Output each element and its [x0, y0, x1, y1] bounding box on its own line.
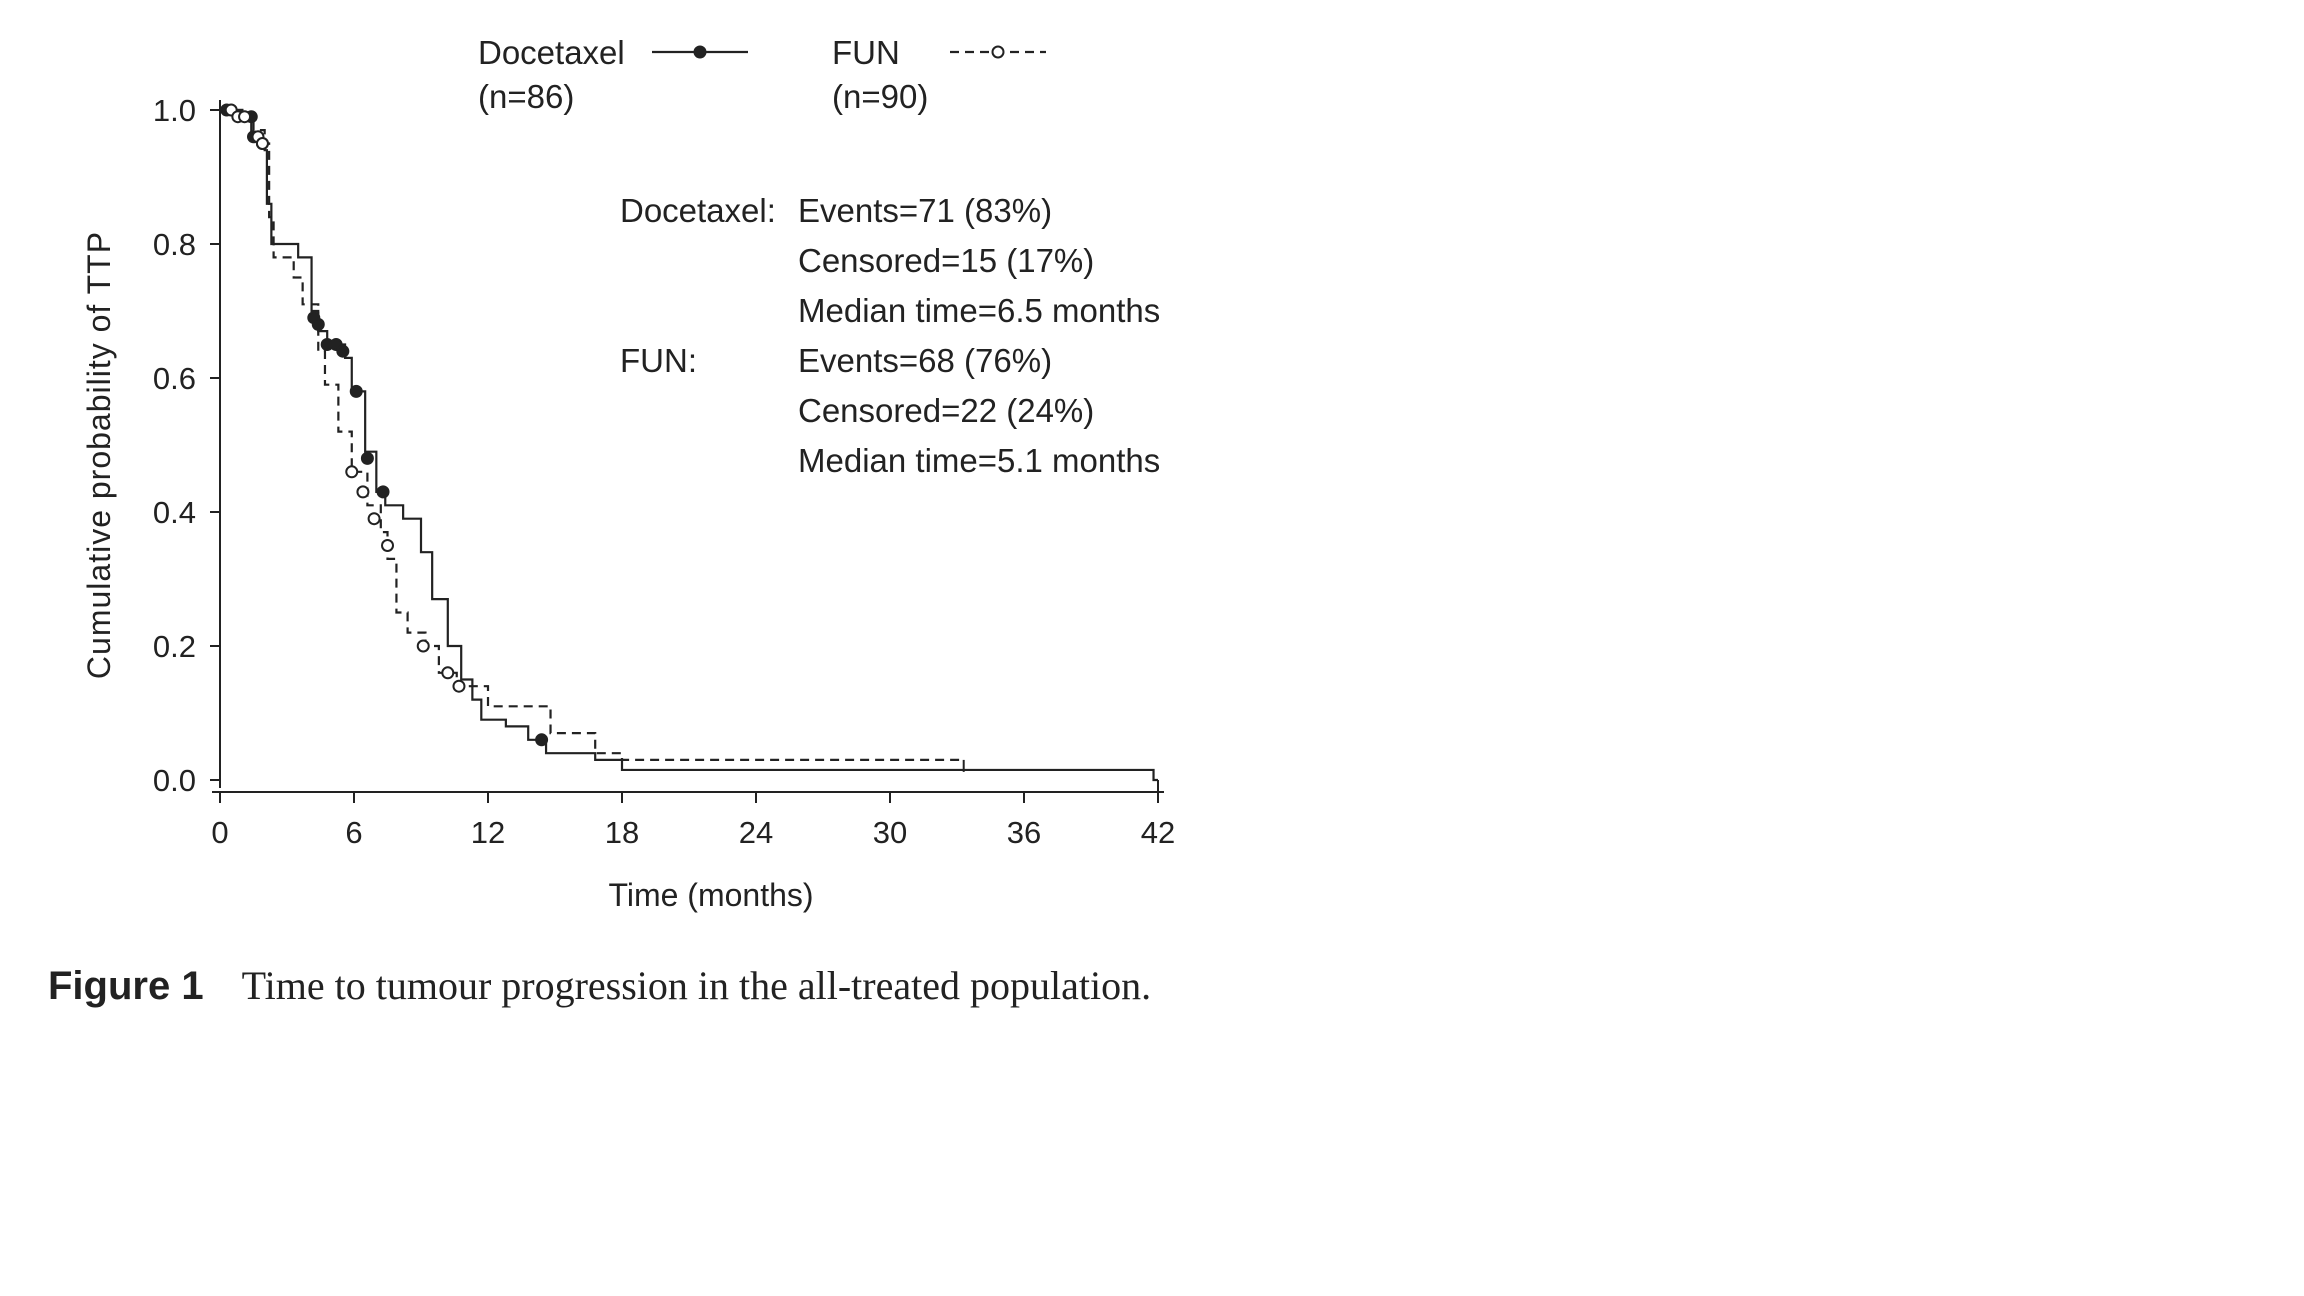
x-tick-label: 42 [1141, 815, 1175, 850]
censor-marker [345, 465, 359, 479]
y-tick-label: 0.4 [153, 495, 196, 530]
series-line [220, 108, 964, 761]
censor-marker [349, 384, 363, 398]
legend-swatch-marker [991, 45, 1005, 59]
legend-label: Docetaxel [478, 34, 625, 71]
x-tick-label: 36 [1007, 815, 1041, 850]
y-axis-label: Cumulative probability of TTP [81, 231, 117, 679]
figure-label: Figure 1 [48, 964, 204, 1008]
y-tick-label: 0.0 [153, 763, 196, 798]
x-tick-label: 24 [739, 815, 773, 850]
annotation-line: Events=71 (83%) [798, 192, 1052, 229]
annotation-group-label: Docetaxel: [620, 192, 776, 229]
legend-label: FUN [832, 34, 900, 71]
annotation-group-label: FUN: [620, 342, 697, 379]
censor-marker [336, 344, 350, 358]
censor-marker [367, 512, 381, 526]
censor-marker [356, 485, 370, 499]
censor-marker [416, 639, 430, 653]
annotation-line: Median time=6.5 months [798, 292, 1160, 329]
censor-marker [381, 539, 394, 552]
x-tick-label: 12 [471, 815, 505, 850]
censor-marker [452, 679, 466, 693]
annotation-line: Censored=22 (24%) [798, 392, 1094, 429]
x-tick-label: 6 [345, 815, 362, 850]
censor-marker [255, 137, 269, 150]
figure-caption: Figure 1 Time to tumour progression in th… [48, 962, 1151, 1009]
annotation-line: Censored=15 (17%) [798, 242, 1094, 279]
y-tick-label: 1.0 [153, 93, 196, 128]
x-axis-label: Time (months) [608, 877, 813, 913]
x-tick-label: 30 [873, 815, 907, 850]
y-tick-label: 0.8 [153, 227, 196, 262]
annotation-line: Median time=5.1 months [798, 442, 1160, 479]
y-tick-label: 0.6 [153, 361, 196, 396]
stats-annotation: Docetaxel: Events=71 (83%) Censored=15 (17… [620, 192, 1160, 479]
legend: Docetaxel (n=86) FUN (n=90) [478, 34, 1046, 115]
caption-text: Time to tumour progression in the all-tr… [241, 963, 1152, 1008]
series-layer [220, 103, 1159, 792]
censor-marker [238, 110, 252, 124]
x-tick-label: 18 [605, 815, 639, 850]
annotation-line: Events=68 (76%) [798, 342, 1052, 379]
legend-n-label: (n=90) [832, 78, 928, 115]
censor-marker [376, 485, 390, 499]
y-tick-label: 0.2 [153, 629, 196, 664]
series-fun [220, 103, 965, 772]
chart-axes: 0.0 0.2 0.4 0.6 0.8 1.0 0 6 12 18 24 30 36 42 Time (mo… [81, 93, 1175, 913]
censor-marker [441, 666, 455, 680]
censor-marker [360, 451, 374, 465]
x-tick-label: 0 [211, 815, 228, 850]
legend-n-label: (n=86) [478, 78, 574, 115]
censor-marker [535, 733, 549, 747]
legend-swatch-marker [693, 45, 707, 59]
